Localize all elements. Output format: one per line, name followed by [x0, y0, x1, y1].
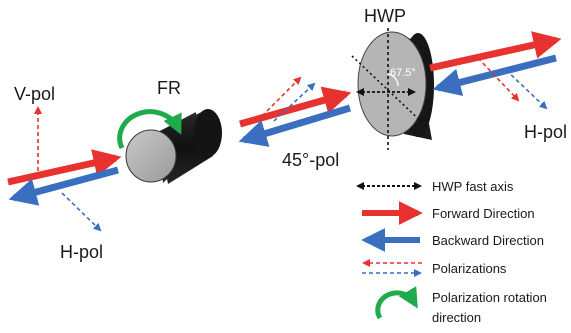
h-pol-label-left: H-pol: [60, 242, 103, 262]
v-pol-label: V-pol: [14, 84, 55, 104]
pol-45-label: 45°-pol: [282, 150, 339, 170]
half-wave-plate: [358, 32, 434, 140]
forward-beam-middle: [240, 94, 346, 124]
fr-label: FR: [157, 78, 181, 98]
h-pol-arrow-right-blue: [506, 70, 546, 108]
h-pol-arrow-left: [62, 193, 100, 230]
legend-label-rotation: Polarization rotation: [432, 290, 547, 305]
dashed-red-blue-arrows-icon: [362, 263, 422, 273]
hwp-angle-label: 67.5°: [390, 67, 416, 79]
backward-beam-middle: [244, 108, 350, 140]
legend-label-forward: Forward Direction: [432, 206, 535, 221]
legend-label-backward: Backward Direction: [432, 233, 544, 248]
h-pol-label-right: H-pol: [524, 122, 567, 142]
legend-label-polarizations: Polarizations: [432, 261, 507, 276]
legend-label-rotation-2: direction: [432, 310, 481, 325]
hwp-label: HWP: [364, 6, 406, 26]
legend-label-fast-axis: HWP fast axis: [432, 179, 514, 194]
legend: HWP fast axis Forward Direction Backward…: [362, 179, 547, 325]
green-curved-arrow-icon: [378, 293, 414, 318]
